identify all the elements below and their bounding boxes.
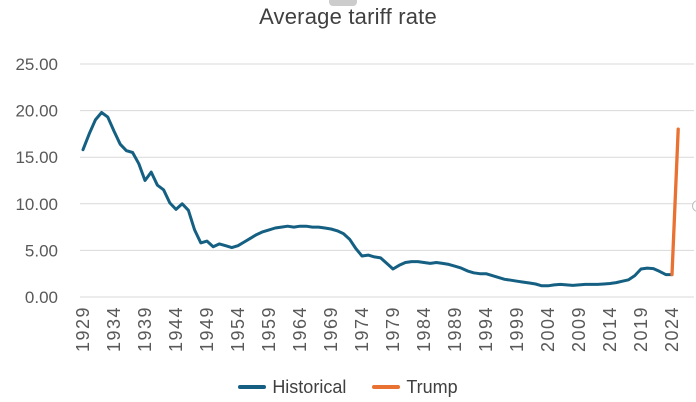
x-tick-label: 1994 [476, 306, 496, 352]
chart-title: Average tariff rate [259, 4, 437, 29]
y-tick-label: 5.00 [25, 241, 58, 260]
trump-line-swatch-icon [372, 385, 401, 389]
chart-legend: Historical Trump [0, 374, 696, 400]
y-tick-label: 25.00 [15, 55, 58, 74]
x-tick-label: 1944 [166, 306, 186, 352]
x-tick-label: 1974 [352, 306, 372, 352]
x-tick-label: 2024 [662, 306, 682, 352]
x-tick-label: 1949 [197, 306, 217, 352]
x-tick-label: 2014 [600, 306, 620, 352]
y-tick-label: 15.00 [15, 148, 58, 167]
y-tick-label: 20.00 [15, 102, 58, 121]
x-tick-label: 1954 [228, 306, 248, 352]
series-line-trump [670, 127, 680, 277]
cropped-ui-tab [329, 0, 357, 6]
x-tick-label: 1984 [414, 306, 434, 352]
y-tick-label: 10.00 [15, 195, 58, 214]
historical-line-swatch-icon [238, 385, 267, 389]
series-line-historical [81, 111, 674, 288]
x-tick-label: 2004 [538, 306, 558, 352]
x-tick-label: 2009 [569, 306, 589, 352]
x-tick-label: 1939 [135, 306, 155, 352]
x-tick-label: 1959 [259, 306, 279, 352]
x-tick-label: 1929 [73, 306, 93, 352]
x-tick-label: 2019 [631, 306, 651, 352]
x-tick-label: 1934 [104, 306, 124, 352]
x-tick-label: 1964 [290, 306, 310, 352]
y-tick-label: 0.00 [25, 288, 58, 307]
x-tick-label: 1969 [321, 306, 341, 352]
x-tick-label: 1979 [383, 306, 403, 352]
x-tick-label: 1989 [445, 306, 465, 352]
legend-label-historical: Historical [272, 376, 347, 397]
legend-item-trump[interactable]: Trump [372, 376, 458, 398]
legend-label-trump: Trump [406, 376, 458, 397]
legend-item-historical[interactable]: Historical [238, 377, 346, 398]
x-tick-label: 1999 [507, 306, 527, 352]
